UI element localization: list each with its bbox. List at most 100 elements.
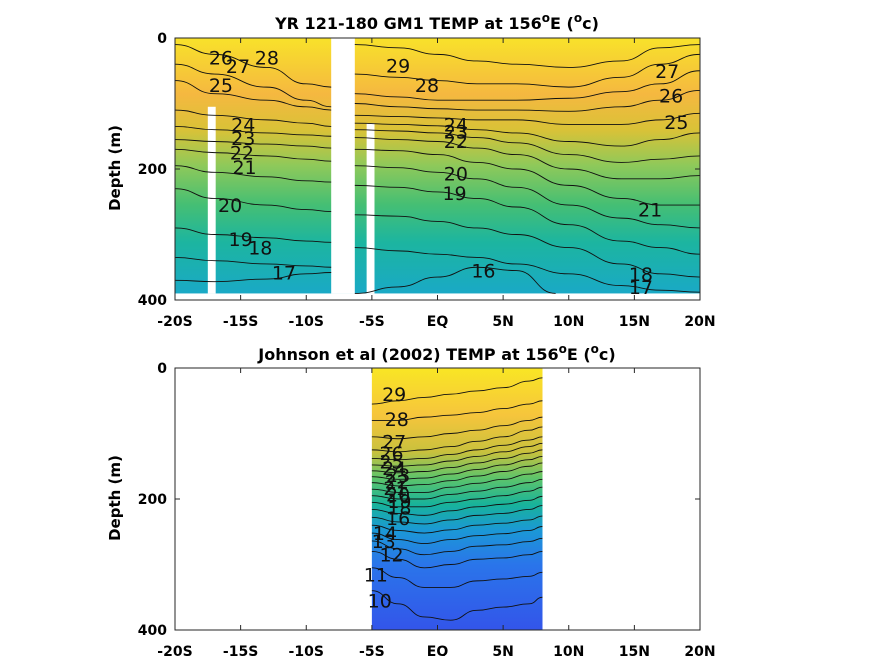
contour-label: 25	[379, 452, 403, 474]
contour-label: 21	[638, 200, 662, 222]
contour-line-19	[354, 184, 701, 255]
contour-label: 23	[444, 122, 468, 144]
x-tick-label: -5S	[359, 314, 385, 330]
contour-label: 12	[379, 545, 403, 567]
contour-label: 24	[382, 458, 406, 480]
bottom-panel: Johnson et al (2002) TEMP at 156oE (oc) …	[106, 342, 716, 656]
contour-label: 16	[386, 508, 410, 530]
contour-label: 28	[385, 409, 409, 431]
bottom-panel-y-axis: 0 200 400	[138, 361, 700, 639]
contour-label: 23	[231, 128, 255, 150]
contour-label: 24	[444, 114, 468, 136]
contour-label: 11	[364, 564, 388, 586]
y-tick-label: 400	[138, 293, 167, 309]
x-tick-label: -20S	[157, 314, 192, 330]
data-gap	[331, 38, 355, 294]
contour-line-21	[371, 462, 543, 487]
contour-line-24	[354, 122, 701, 147]
contour-line-15	[371, 515, 543, 534]
contour-label: 22	[230, 143, 254, 165]
contour-label: 24	[231, 114, 255, 136]
contour-line-29	[371, 377, 543, 405]
contour-line-22	[174, 148, 332, 162]
x-tick-label: 10N	[553, 644, 584, 656]
x-tick-label: -15S	[223, 644, 258, 656]
contour-label: 26	[209, 48, 233, 70]
contour-label: 21	[232, 157, 256, 179]
contour-line-28	[174, 44, 332, 88]
contour-label: 27	[382, 431, 406, 453]
contour-line-19	[371, 478, 543, 500]
contour-line-20	[174, 188, 332, 213]
top-panel-title: YR 121-180 GM1 TEMP at 156oE (oc)	[274, 11, 599, 33]
contour-line-17	[174, 272, 332, 283]
contour-line-24	[371, 442, 543, 467]
contour-line-18	[354, 214, 701, 278]
contour-label: 22	[385, 471, 409, 493]
contour-line-26	[371, 426, 543, 453]
contour-line-28	[354, 53, 701, 88]
contour-label: 20	[218, 195, 242, 217]
x-tick-label: 5N	[492, 644, 513, 656]
contour-line-14	[371, 526, 543, 544]
y-tick-label: 200	[138, 162, 167, 178]
contour-label: 17	[272, 262, 296, 284]
contour-line-23	[174, 139, 332, 149]
x-tick-label: -15S	[223, 314, 258, 330]
bottom-panel-contours	[371, 377, 543, 621]
contour-line-20	[354, 165, 701, 229]
y-tick-label: 0	[157, 361, 167, 377]
x-tick-label: -10S	[289, 644, 324, 656]
contour-label: 25	[664, 112, 688, 134]
contour-label: 19	[442, 183, 466, 205]
contour-line-20	[371, 471, 543, 493]
data-gap	[207, 106, 216, 294]
bottom-panel-x-axis: -20S -15S -10S -5S EQ 5N 10N 15N 20N	[157, 368, 716, 656]
x-tick-label: 20N	[684, 644, 715, 656]
top-panel-contours	[174, 44, 701, 294]
contour-label: 22	[444, 131, 468, 153]
contour-line-17	[371, 495, 543, 516]
x-tick-label: 15N	[619, 644, 650, 656]
contour-line-19	[174, 227, 332, 243]
contour-line-21	[174, 165, 332, 183]
contour-line-25	[354, 112, 701, 125]
contour-line-17	[354, 247, 701, 293]
contour-label: 28	[255, 48, 279, 70]
contour-line-11	[371, 567, 543, 588]
contour-label: 28	[415, 75, 439, 97]
contour-line-21	[354, 148, 700, 206]
contour-line-10	[371, 590, 543, 621]
contour-label: 19	[387, 491, 411, 513]
contour-line-18	[371, 486, 543, 508]
x-tick-label: -5S	[359, 644, 385, 656]
contour-label: 25	[209, 75, 233, 97]
contour-label: 29	[386, 56, 410, 78]
contour-label: 27	[226, 56, 250, 78]
contour-line-13	[371, 537, 543, 556]
contour-line-22	[354, 137, 701, 180]
contour-line-16	[371, 505, 543, 525]
contour-line-23	[354, 129, 701, 163]
x-tick-label: 15N	[619, 314, 650, 330]
contour-label: 26	[379, 443, 403, 465]
contour-label: 20	[386, 484, 410, 506]
bottom-panel-title: Johnson et al (2002) TEMP at 156oE (oc)	[257, 342, 615, 364]
contour-label: 13	[372, 531, 396, 553]
x-tick-label: 5N	[492, 314, 513, 330]
x-tick-label: 20N	[684, 314, 715, 330]
y-tick-label: 400	[138, 623, 167, 639]
x-tick-label: -10S	[289, 314, 324, 330]
contour-label: 23	[386, 465, 410, 487]
x-tick-label: 10N	[553, 314, 584, 330]
contour-label: 14	[373, 523, 397, 545]
top-panel-y-axis: 0 200 400	[138, 31, 700, 309]
contour-line-12	[371, 550, 543, 569]
contour-label: 10	[368, 591, 392, 613]
contour-line-24	[174, 125, 332, 137]
contour-line-23	[371, 449, 543, 474]
top-panel-gaps	[207, 38, 375, 294]
contour-line-29	[354, 44, 701, 68]
